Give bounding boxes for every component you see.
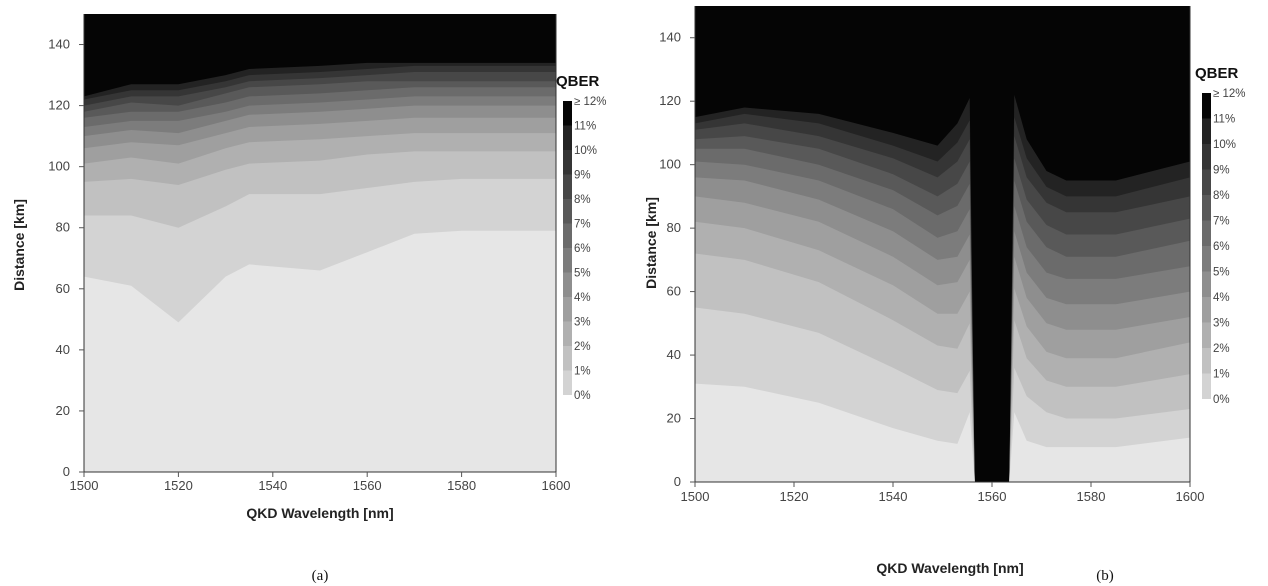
y-axis-label-a: Distance [km] — [11, 199, 27, 291]
colorbar-label: 9% — [574, 170, 591, 182]
y-tick-label: 20 — [56, 403, 70, 418]
contour-band-1 — [695, 383, 1190, 482]
colorbar-swatch — [563, 150, 572, 175]
x-tick-label: 1580 — [1077, 489, 1106, 504]
colorbar-swatch — [1202, 195, 1211, 221]
y-tick-label: 140 — [659, 30, 681, 45]
colorbar-label: 1% — [1213, 369, 1230, 381]
axes-b: 1500 1520 1540 1560 1580 1600 0 20 40 60 80 100 120 1… — [659, 6, 1204, 504]
x-tick-label: 1580 — [447, 478, 476, 493]
colorbar-label: 5% — [1213, 267, 1230, 279]
y-tick-label: 120 — [659, 93, 681, 108]
y-tick-label: 80 — [56, 220, 70, 235]
caption-b: (b) — [1096, 568, 1114, 584]
y-tick-label: 20 — [667, 411, 681, 426]
panel-b: 1500 1520 1540 1560 1580 1600 0 20 40 60 80 100 120 1… — [643, 6, 1246, 584]
contour-band-1 — [84, 230, 556, 472]
x-tick-label: 1540 — [258, 478, 287, 493]
colorbar-label: 8% — [1213, 190, 1230, 202]
plot-area-a — [84, 14, 556, 473]
colorbar-label: 7% — [574, 219, 591, 231]
colorbar-label: 0% — [574, 390, 591, 402]
colorbar-label: 8% — [574, 194, 591, 206]
x-tick-label: 1560 — [978, 489, 1007, 504]
colorbar-label: 5% — [574, 268, 591, 280]
colorbar-swatch — [563, 174, 572, 199]
colorbar-label: ≥ 12% — [1213, 88, 1246, 100]
colorbar-label: 3% — [1213, 318, 1230, 330]
colorbar-swatch — [1202, 246, 1211, 272]
colorbar-swatch — [563, 248, 572, 273]
y-tick-label: 100 — [659, 157, 681, 172]
colorbar-label: 7% — [1213, 216, 1230, 228]
colorbar-swatch — [563, 346, 572, 371]
colorbar-swatch — [1202, 348, 1211, 374]
colorbar-label: 3% — [574, 317, 591, 329]
colorbar-label: 0% — [1213, 394, 1230, 406]
x-tick-label: 1500 — [681, 489, 710, 504]
colorbar-swatch — [1202, 271, 1211, 297]
colorbar-swatch — [1202, 169, 1211, 195]
colorbar-title-b: QBER — [1195, 65, 1239, 82]
panel-a: 1500 1520 1540 1560 1580 1600 0 20 40 60 80 100 120 1… — [11, 14, 607, 584]
y-tick-label: 80 — [667, 220, 681, 235]
y-tick-label: 120 — [48, 98, 70, 113]
colorbar-swatch — [563, 272, 572, 297]
colorbar-swatch — [563, 297, 572, 322]
y-tick-label: 60 — [56, 281, 70, 296]
y-tick-label: 60 — [667, 284, 681, 299]
colorbar-swatch — [1202, 297, 1211, 323]
y-tick-label: 0 — [63, 464, 70, 479]
colorbar-swatch — [1202, 322, 1211, 348]
axes-a: 1500 1520 1540 1560 1580 1600 0 20 40 60 80 100 120 1… — [48, 14, 570, 493]
colorbar-label: 4% — [574, 292, 591, 304]
colorbar-swatch — [563, 125, 572, 150]
colorbar-label: 6% — [574, 243, 591, 255]
colorbar-swatch — [563, 370, 572, 395]
colorbar-swatch — [1202, 373, 1211, 399]
colorbar-label: 11% — [574, 121, 596, 133]
colorbar-label: 9% — [1213, 165, 1230, 177]
colorbar-swatch — [1202, 93, 1211, 119]
x-axis-label-b: QKD Wavelength [nm] — [876, 560, 1023, 576]
colorbar-label: 4% — [1213, 292, 1230, 304]
colorbar-label: 1% — [574, 366, 591, 378]
x-tick-label: 1540 — [879, 489, 908, 504]
colorbar-a: ≥ 12% 11% 10% 9% 8% 7% 6% 5% 4% 3% 2% 1% 0% — [563, 96, 607, 402]
colorbar-swatch — [563, 101, 572, 126]
colorbar-title-a: QBER — [556, 73, 600, 90]
x-tick-label: 1600 — [542, 478, 571, 493]
y-tick-label: 100 — [48, 159, 70, 174]
colorbar-swatch — [563, 223, 572, 248]
plot-area-b — [695, 6, 1190, 483]
colorbar-label: 6% — [1213, 241, 1230, 253]
y-tick-label: 0 — [674, 474, 681, 489]
x-tick-label: 1520 — [780, 489, 809, 504]
colorbar-label: ≥ 12% — [574, 96, 607, 108]
x-tick-label: 1520 — [164, 478, 193, 493]
caption-a: (a) — [312, 568, 329, 584]
y-tick-label: 140 — [48, 37, 70, 52]
y-tick-label: 40 — [56, 342, 70, 357]
colorbar-swatch — [1202, 144, 1211, 170]
colorbar-label: 2% — [1213, 343, 1230, 355]
x-tick-label: 1500 — [70, 478, 99, 493]
y-tick-label: 40 — [667, 347, 681, 362]
colorbar-label: 11% — [1213, 114, 1235, 126]
colorbar-label: 10% — [574, 145, 597, 157]
colorbar-swatch — [1202, 118, 1211, 144]
y-axis-label-b: Distance [km] — [643, 197, 659, 289]
colorbar-swatch — [563, 199, 572, 224]
x-tick-label: 1560 — [353, 478, 382, 493]
colorbar-label: 2% — [574, 341, 591, 353]
colorbar-b: ≥ 12% 11% 10% 9% 8% 7% 6% 5% 4% 3% 2% 1% 0% — [1202, 88, 1246, 406]
colorbar-swatch — [1202, 220, 1211, 246]
colorbar-label: 10% — [1213, 139, 1236, 151]
colorbar-swatch — [563, 321, 572, 346]
x-tick-label: 1600 — [1176, 489, 1205, 504]
x-axis-label-a: QKD Wavelength [nm] — [246, 505, 393, 521]
